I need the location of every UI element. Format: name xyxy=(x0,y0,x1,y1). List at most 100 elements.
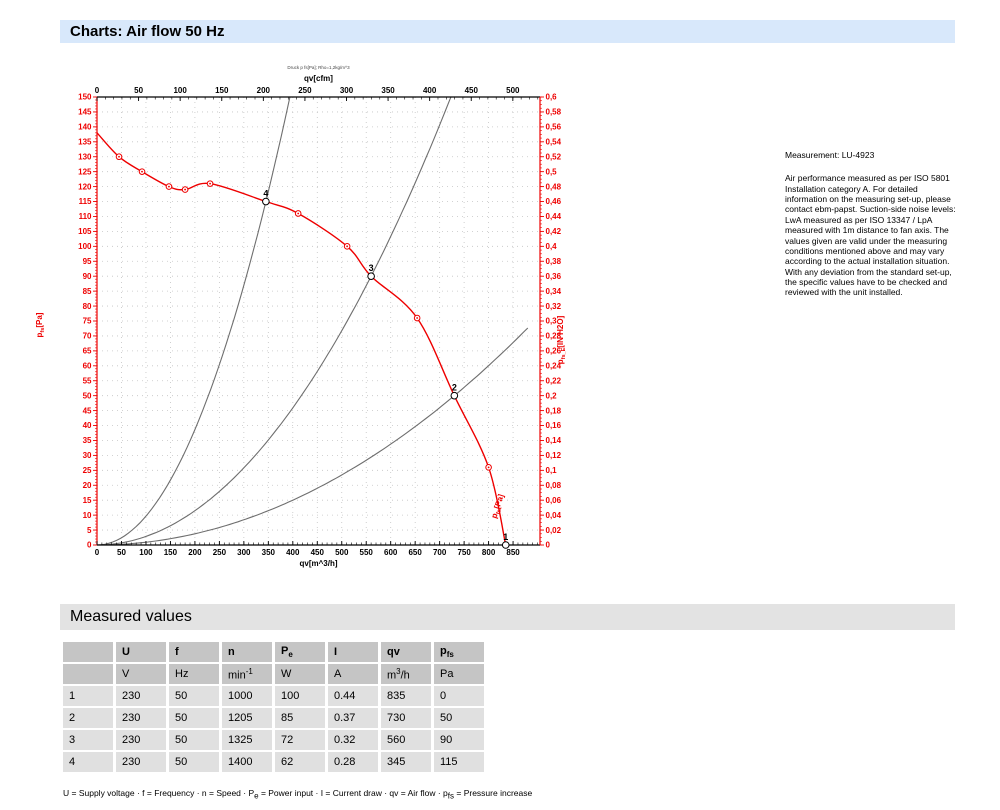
svg-text:850: 850 xyxy=(506,548,520,557)
page-title: Charts: Air flow 50 Hz xyxy=(60,20,955,43)
svg-text:10: 10 xyxy=(83,511,92,520)
svg-text:0: 0 xyxy=(95,86,100,95)
svg-text:250: 250 xyxy=(213,548,227,557)
svg-text:45: 45 xyxy=(83,406,92,415)
table-cell: 85 xyxy=(275,708,325,728)
svg-text:0,26: 0,26 xyxy=(546,347,562,356)
svg-text:110: 110 xyxy=(79,212,92,221)
airflow-chart: 0 50 100 150 200 250 300 350 400 450 500 550 600 650 7… xyxy=(35,65,567,568)
svg-text:350: 350 xyxy=(381,86,395,95)
top-axis: 0 50 100 150 200 250 300 350 400 450 500 qv[cfm] Dru… xyxy=(95,65,539,101)
svg-text:0: 0 xyxy=(546,541,551,550)
svg-text:450: 450 xyxy=(465,86,479,95)
table-header-cell: V xyxy=(116,664,166,684)
svg-text:115: 115 xyxy=(79,197,92,206)
svg-text:qv[cfm]: qv[cfm] xyxy=(304,74,333,83)
svg-text:400: 400 xyxy=(423,86,437,95)
svg-text:0,16: 0,16 xyxy=(546,421,562,430)
svg-text:0,34: 0,34 xyxy=(546,287,562,296)
svg-text:350: 350 xyxy=(262,548,276,557)
section-title-measured-values: Measured values xyxy=(60,604,955,630)
table-header-cell: Pe xyxy=(275,642,325,662)
table-header-cell: min-1 xyxy=(222,664,272,684)
fan-curve-label: pfs[Pa] xyxy=(489,493,507,520)
svg-text:135: 135 xyxy=(78,138,92,147)
table-header-cell: Pa xyxy=(434,664,484,684)
svg-text:70: 70 xyxy=(83,332,92,341)
svg-text:500: 500 xyxy=(335,548,349,557)
svg-text:150: 150 xyxy=(78,93,92,102)
table-cell: 560 xyxy=(381,730,431,750)
grid xyxy=(97,97,540,545)
svg-text:50: 50 xyxy=(83,391,92,400)
table-cell: 50 xyxy=(169,686,219,706)
svg-text:400: 400 xyxy=(286,548,300,557)
svg-text:150: 150 xyxy=(164,548,178,557)
svg-text:40: 40 xyxy=(83,421,92,430)
table-header-cell: f xyxy=(169,642,219,662)
svg-text:0,06: 0,06 xyxy=(546,496,562,505)
svg-text:100: 100 xyxy=(78,242,92,251)
svg-text:0,36: 0,36 xyxy=(546,272,562,281)
svg-text:0,22: 0,22 xyxy=(546,376,562,385)
table-cell: 230 xyxy=(116,708,166,728)
table-cell: 50 xyxy=(434,708,484,728)
svg-text:15: 15 xyxy=(83,496,92,505)
svg-text:Druck p fs[Pa]; Rho=1,2kg/m^3: Druck p fs[Pa]; Rho=1,2kg/m^3 xyxy=(287,65,350,70)
svg-text:120: 120 xyxy=(78,182,92,191)
svg-text:75: 75 xyxy=(83,317,92,326)
svg-text:140: 140 xyxy=(78,123,92,132)
svg-text:0,04: 0,04 xyxy=(546,511,562,520)
svg-text:2: 2 xyxy=(452,383,457,393)
table-header-cell xyxy=(63,642,113,662)
svg-text:0,46: 0,46 xyxy=(546,197,562,206)
table-row: 3 230 50 1325 72 0.32 560 90 xyxy=(63,730,484,750)
svg-text:100: 100 xyxy=(139,548,153,557)
svg-text:50: 50 xyxy=(117,548,126,557)
svg-text:0,44: 0,44 xyxy=(546,212,562,221)
svg-text:0,32: 0,32 xyxy=(546,302,562,311)
svg-text:0,08: 0,08 xyxy=(546,481,562,490)
svg-text:95: 95 xyxy=(83,257,92,266)
svg-text:300: 300 xyxy=(237,548,251,557)
svg-text:20: 20 xyxy=(83,481,92,490)
svg-text:0,2: 0,2 xyxy=(546,391,558,400)
table-cell: 2 xyxy=(63,708,113,728)
fan-curve xyxy=(96,132,507,546)
svg-text:145: 145 xyxy=(78,108,92,117)
svg-text:0,12: 0,12 xyxy=(546,451,562,460)
svg-text:1: 1 xyxy=(503,532,508,542)
svg-text:0: 0 xyxy=(95,548,100,557)
right-axis-title: pfs_E[IN H2O] xyxy=(556,315,567,364)
svg-text:0,38: 0,38 xyxy=(546,257,562,266)
svg-text:90: 90 xyxy=(83,272,92,281)
table-header-cell: W xyxy=(275,664,325,684)
table-cell: 230 xyxy=(116,730,166,750)
table-cell: 72 xyxy=(275,730,325,750)
table-cell: 3 xyxy=(63,730,113,750)
table-cell: 0.37 xyxy=(328,708,378,728)
svg-text:600: 600 xyxy=(384,548,398,557)
table-cell: 0 xyxy=(434,686,484,706)
svg-text:0,18: 0,18 xyxy=(546,406,562,415)
svg-text:3: 3 xyxy=(369,263,374,273)
table-cell: 345 xyxy=(381,752,431,772)
table-header-cell: n xyxy=(222,642,272,662)
svg-text:0,4: 0,4 xyxy=(546,242,558,251)
svg-text:500: 500 xyxy=(506,86,520,95)
svg-text:0,24: 0,24 xyxy=(546,362,562,371)
table-cell: 90 xyxy=(434,730,484,750)
bottom-axis: 0 50 100 150 200 250 300 350 400 450 500 550 600 650 7… xyxy=(95,541,538,568)
svg-text:0,02: 0,02 xyxy=(546,526,562,535)
svg-text:5: 5 xyxy=(87,526,92,535)
table-cell: 50 xyxy=(169,752,219,772)
fan-curve-markers xyxy=(115,153,492,471)
svg-text:650: 650 xyxy=(408,548,422,557)
table-cell: 730 xyxy=(381,708,431,728)
table-cell: 1205 xyxy=(222,708,272,728)
table-cell: 0.32 xyxy=(328,730,378,750)
svg-text:25: 25 xyxy=(83,466,92,475)
svg-text:300: 300 xyxy=(340,86,354,95)
